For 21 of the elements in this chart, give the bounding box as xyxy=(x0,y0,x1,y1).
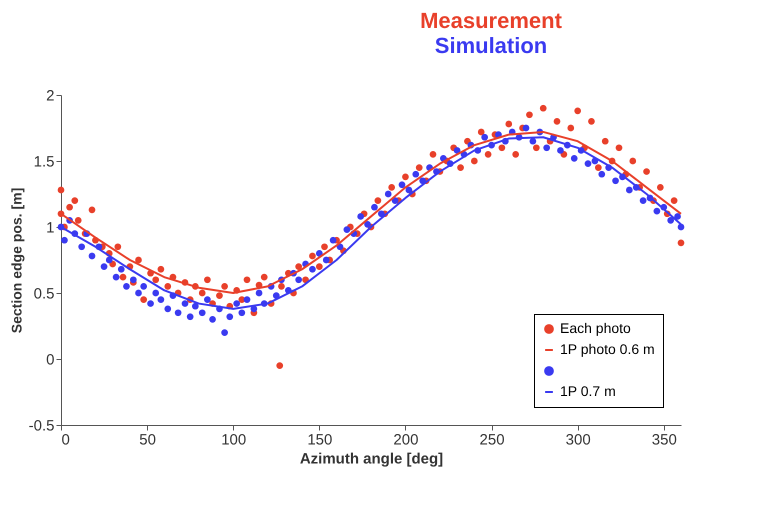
legend-label: 1P photo 0.6 m xyxy=(560,341,655,357)
x-tick-label: 300 xyxy=(566,432,591,448)
legend-label: 1P 0.7 m xyxy=(560,383,616,399)
chart-subtitle: Simulation xyxy=(434,33,548,58)
y-tick-label: 1.5 xyxy=(34,154,54,170)
y-tick-label: -0.5 xyxy=(28,418,54,434)
y-tick-label: 0.5 xyxy=(34,286,54,302)
chart-title: Measurement xyxy=(420,8,563,33)
x-tick-label: 0 xyxy=(62,432,70,448)
x-tick-label: 150 xyxy=(307,432,332,448)
y-tick-label: 2 xyxy=(46,88,54,104)
y-tick-label: 0 xyxy=(46,352,54,368)
x-tick-label: 50 xyxy=(139,432,156,448)
x-axis-title: Azimuth angle [deg] xyxy=(300,450,444,468)
x-tick-label: 200 xyxy=(393,432,418,448)
x-tick-label: 100 xyxy=(221,432,246,448)
x-tick-label: 250 xyxy=(480,432,505,448)
x-tick-label: 350 xyxy=(652,432,677,448)
y-axis-title: Section edge pos. [m] xyxy=(8,188,25,334)
y-tick-label: 1 xyxy=(46,220,54,236)
legend-label: Each photo xyxy=(560,320,632,336)
